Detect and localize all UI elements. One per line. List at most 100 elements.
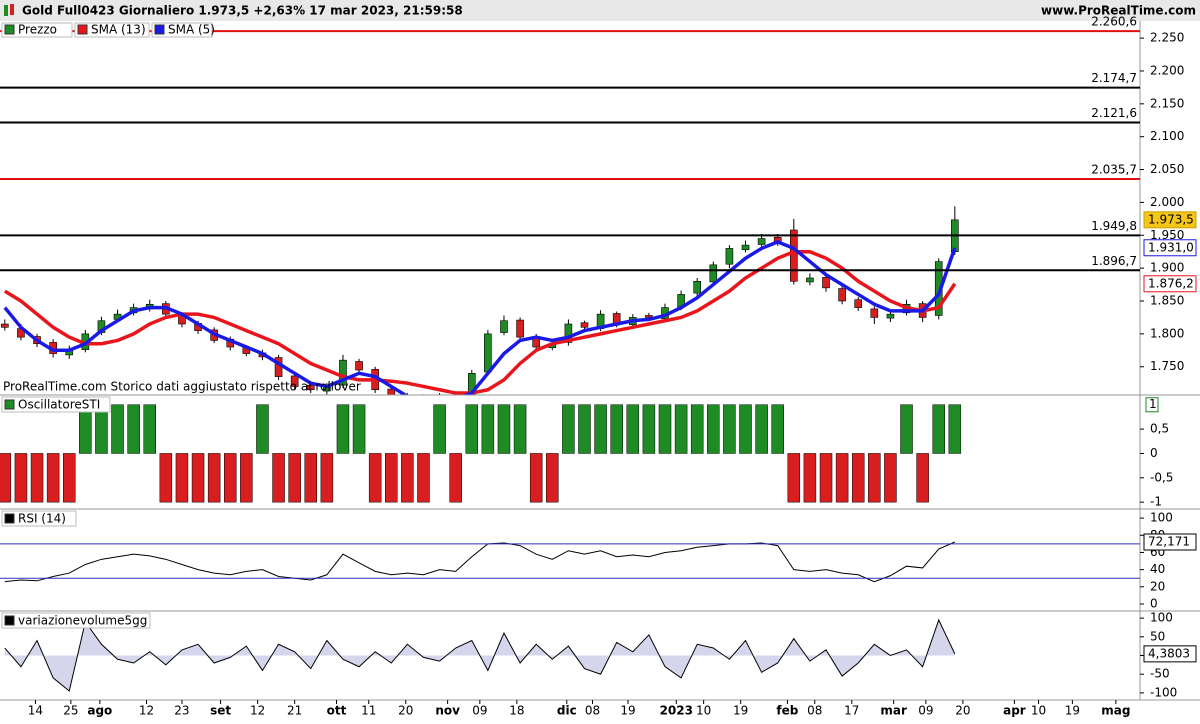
- x-tick-label: 12: [139, 704, 154, 718]
- oscillator-bar: [175, 453, 189, 503]
- candle-body: [741, 244, 750, 251]
- app-icon: [4, 5, 8, 16]
- plot-area: [4, 618, 956, 692]
- y-tick-label: 1.850: [1150, 294, 1184, 308]
- oscillator-bar: [868, 453, 881, 503]
- oscillator-bar: [401, 453, 414, 503]
- level-label: 2.121,6: [1091, 106, 1137, 120]
- y-tick-label: 0,5: [1150, 422, 1169, 436]
- x-tick-label: set: [210, 704, 231, 718]
- x-tick-label: ott: [327, 704, 347, 718]
- panel-title-swatch: [4, 399, 15, 410]
- candle-body: [822, 277, 830, 289]
- level-label: 2.035,7: [1091, 162, 1137, 176]
- oscillator-bar: [803, 453, 817, 503]
- candle-body: [339, 359, 347, 386]
- oscillator-bar: [30, 453, 44, 503]
- legend-swatch: [154, 24, 165, 35]
- oscillator-bar: [819, 453, 833, 503]
- x-tick-label: 08: [807, 704, 822, 718]
- candle-body: [355, 361, 363, 371]
- oscillator-bar: [932, 404, 945, 454]
- volume-line: [4, 618, 956, 692]
- candle-body: [725, 248, 734, 265]
- legend-swatch: [77, 24, 88, 35]
- candle-body: [645, 315, 653, 318]
- x-tick-label: 20: [398, 704, 413, 718]
- y-tick-label: 100: [1150, 611, 1173, 625]
- oscillator-bar: [433, 404, 446, 454]
- last-value-box: [1143, 211, 1197, 229]
- oscillator-bar: [336, 404, 350, 454]
- oscillator-bar: [690, 404, 704, 454]
- y-tick-label: 2.050: [1150, 162, 1184, 176]
- candle-body: [516, 319, 524, 338]
- header-bar: [0, 0, 1200, 21]
- x-tick-label: apr: [1003, 704, 1026, 718]
- x-tick-label: 19: [620, 704, 635, 718]
- x-tick-label: 14: [28, 704, 43, 718]
- candle-body: [290, 375, 299, 387]
- candle-body: [580, 322, 589, 328]
- y-tick-label: 1.950: [1150, 228, 1184, 242]
- x-tick-label: 11: [361, 704, 376, 718]
- y-tick-label: 2.000: [1150, 195, 1184, 209]
- last-value-box: [1143, 239, 1197, 257]
- y-tick-label: 1.800: [1150, 326, 1184, 340]
- candle-body: [886, 313, 895, 319]
- oscillator-bar: [916, 453, 929, 503]
- panel-title-box: [1, 510, 77, 527]
- y-tick-label: -0,5: [1150, 470, 1173, 484]
- candle-body: [806, 277, 814, 283]
- oscillator-bar: [320, 453, 334, 503]
- candle-body: [484, 333, 492, 373]
- oscillator-bar: [755, 404, 768, 454]
- app-icon: [10, 4, 14, 15]
- y-tick-label: 2.100: [1150, 129, 1184, 143]
- candle-body: [1, 323, 9, 328]
- oscillator-bar: [578, 404, 591, 454]
- candle-body: [436, 396, 443, 400]
- oscillator-bar: [529, 453, 543, 503]
- panel-title-box: [1, 396, 111, 413]
- oscillator-bar: [626, 404, 640, 454]
- last-value-box: [1143, 275, 1197, 293]
- y-tick-label: -100: [1150, 685, 1177, 699]
- header-title: Gold Full0423 Giornaliero 1.973,5 +2,63%…: [22, 4, 463, 18]
- header-source[interactable]: www.ProRealTime.com: [1041, 4, 1196, 18]
- y-tick-label: 20: [1150, 579, 1165, 593]
- oscillator-bar: [0, 453, 12, 503]
- candle-body: [404, 396, 411, 400]
- legend-box: [151, 22, 213, 38]
- oscillator-bar: [513, 404, 527, 454]
- candle-body: [709, 264, 718, 283]
- oscillator-bar: [14, 453, 28, 503]
- level-label: 2.174,7: [1091, 71, 1137, 85]
- candle-body: [452, 396, 459, 400]
- x-tick-label: 10: [1031, 704, 1046, 718]
- y-tick-label: 2.250: [1150, 31, 1184, 45]
- candle-body: [387, 388, 396, 395]
- x-tick-label: 09: [472, 704, 487, 718]
- x-tick-label: mar: [880, 704, 907, 718]
- x-tick-label: 21: [287, 704, 302, 718]
- y-tick-label: 50: [1150, 629, 1165, 643]
- candle-body: [870, 308, 879, 318]
- oscillator-bar: [835, 453, 849, 503]
- oscillator-bar: [304, 453, 318, 503]
- x-tick-label: 19: [1065, 704, 1080, 718]
- oscillator-bar: [610, 404, 623, 454]
- oscillator-bar: [385, 453, 398, 503]
- y-tick-label: -1: [1150, 495, 1162, 509]
- oscillator-bar: [948, 404, 962, 454]
- oscillator-bar: [707, 404, 720, 454]
- sma-line: [3, 249, 957, 395]
- oscillator-bar: [207, 453, 221, 503]
- candle-body: [500, 320, 508, 333]
- oscillator-bar: [481, 404, 495, 454]
- oscillator-bar: [674, 404, 688, 454]
- x-tick-label: 17: [844, 704, 859, 718]
- legend-label: SMA (13): [91, 23, 146, 37]
- last-value-box: [1143, 645, 1197, 663]
